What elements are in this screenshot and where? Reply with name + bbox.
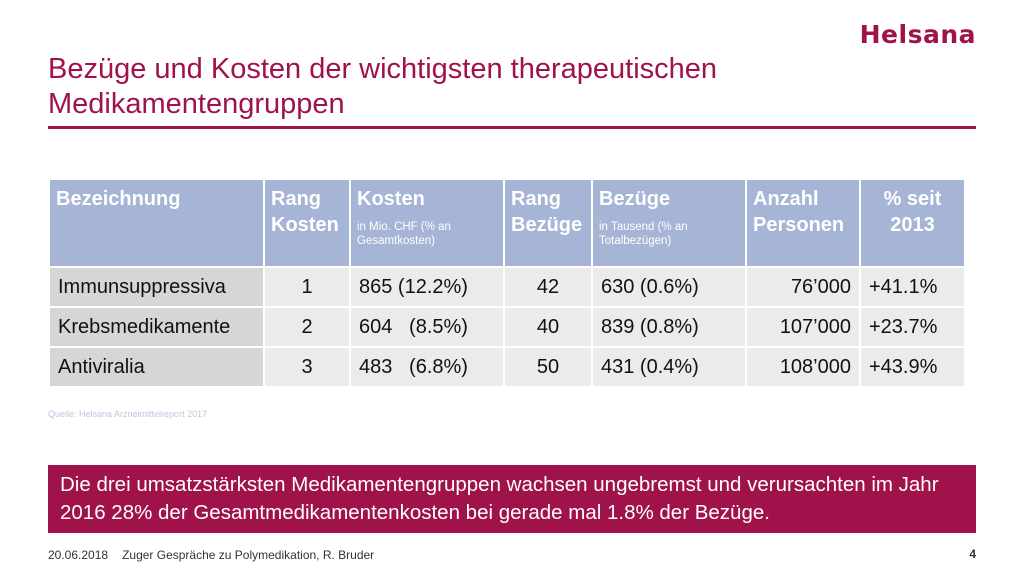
cell-kosten: 604 (8.5%) bbox=[351, 308, 503, 346]
table-header-row: Bezeichnung Rang Kosten Kosten in Mio. C… bbox=[50, 180, 964, 266]
cell-bezuege: 630 (0.6%) bbox=[593, 268, 745, 306]
header-rang-bezuege: Rang Bezüge bbox=[505, 180, 591, 266]
title-divider bbox=[48, 126, 976, 129]
footer: 20.06.2018 Zuger Gespräche zu Polymedikat… bbox=[48, 548, 374, 562]
cell-rang-kosten: 1 bbox=[265, 268, 349, 306]
header-label: Rang Bezüge bbox=[511, 188, 583, 236]
header-label: Rang Kosten bbox=[271, 188, 339, 236]
cell-personen: 76’000 bbox=[747, 268, 859, 306]
footer-event: Zuger Gespräche zu Polymedikation, R. Br… bbox=[122, 548, 375, 562]
header-anzahl-personen: Anzahl Personen bbox=[747, 180, 859, 266]
header-rang-kosten: Rang Kosten bbox=[265, 180, 349, 266]
cell-name: Immunsuppressiva bbox=[50, 268, 263, 306]
cell-personen: 107’000 bbox=[747, 308, 859, 346]
medication-groups-table: Bezeichnung Rang Kosten Kosten in Mio. C… bbox=[48, 178, 966, 388]
header-sublabel: in Tausend (% an Totalbezügen) bbox=[599, 221, 688, 247]
cell-seit-2013: +23.7% bbox=[861, 308, 964, 346]
source-note: Quelle: Helsana Arzneimittelreport 2017 bbox=[48, 409, 208, 419]
header-bezuege: Bezüge in Tausend (% an Totalbezügen) bbox=[593, 180, 745, 266]
cell-seit-2013: +41.1% bbox=[861, 268, 964, 306]
cell-rang-bezuege: 50 bbox=[505, 348, 591, 386]
summary-callout: Die drei umsatzstärksten Medikamentengru… bbox=[48, 465, 976, 533]
cell-bezuege: 431 (0.4%) bbox=[593, 348, 745, 386]
header-label: Anzahl Personen bbox=[753, 188, 845, 236]
cell-personen: 108’000 bbox=[747, 348, 859, 386]
page-title: Bezüge und Kosten der wichtigsten therap… bbox=[48, 53, 718, 120]
header-label: Bezüge bbox=[599, 188, 671, 210]
header-seit-2013: % seit 2013 bbox=[861, 180, 964, 266]
page-number: 4 bbox=[969, 547, 976, 561]
cell-rang-kosten: 2 bbox=[265, 308, 349, 346]
table-row: Antiviralia 3 483 (6.8%) 50 431 (0.4%) 1… bbox=[50, 348, 964, 386]
cell-rang-bezuege: 42 bbox=[505, 268, 591, 306]
cell-rang-kosten: 3 bbox=[265, 348, 349, 386]
header-bezeichnung: Bezeichnung bbox=[50, 180, 263, 266]
header-label: % seit 2013 bbox=[883, 188, 942, 236]
header-label: Bezeichnung bbox=[56, 188, 181, 210]
header-label: Kosten bbox=[357, 188, 425, 210]
table-row: Krebsmedikamente 2 604 (8.5%) 40 839 (0.… bbox=[50, 308, 964, 346]
footer-date: 20.06.2018 bbox=[48, 548, 109, 562]
helsana-logo: Helsana bbox=[859, 20, 976, 49]
cell-kosten: 483 (6.8%) bbox=[351, 348, 503, 386]
cell-bezuege: 839 (0.8%) bbox=[593, 308, 745, 346]
header-sublabel: in Mio. CHF (% an Gesamtkosten) bbox=[357, 221, 451, 247]
cell-kosten: 865 (12.2%) bbox=[351, 268, 503, 306]
table-row: Immunsuppressiva 1 865 (12.2%) 42 630 (0… bbox=[50, 268, 964, 306]
cell-name: Krebsmedikamente bbox=[50, 308, 263, 346]
cell-name: Antiviralia bbox=[50, 348, 263, 386]
cell-seit-2013: +43.9% bbox=[861, 348, 964, 386]
cell-rang-bezuege: 40 bbox=[505, 308, 591, 346]
header-kosten: Kosten in Mio. CHF (% an Gesamtkosten) bbox=[351, 180, 503, 266]
